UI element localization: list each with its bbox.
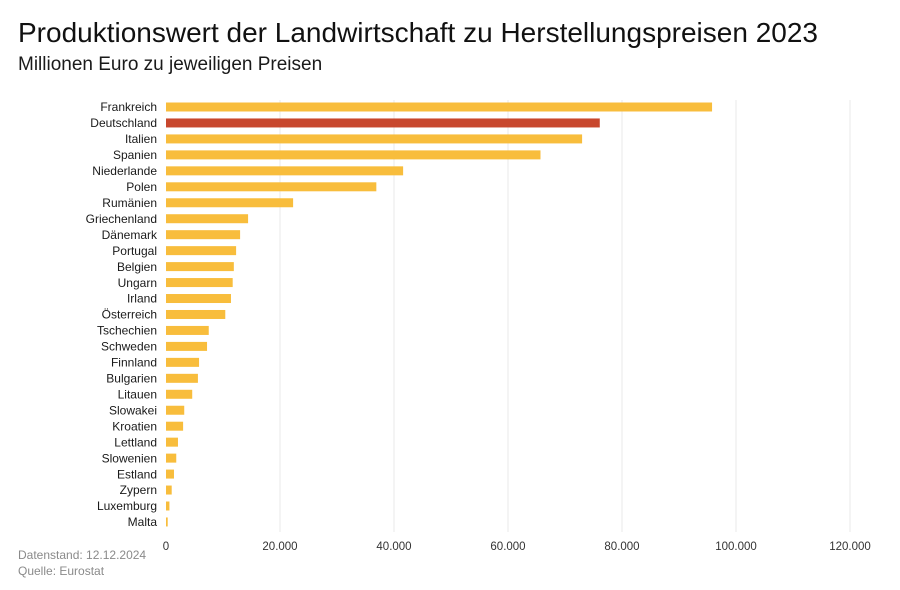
bar-deutschland (166, 118, 600, 128)
category-label-belgien: Belgien (117, 260, 157, 274)
category-label-slowakei: Slowakei (109, 403, 157, 417)
x-tick-label: 40.000 (376, 541, 411, 553)
bar-kroatien (166, 421, 184, 431)
bar-polen (166, 182, 377, 192)
bar-finnland (166, 357, 200, 367)
category-label-finnland: Finnland (111, 356, 157, 370)
y-axis-categories: Frankreich Deutschland Italien Spanien Niede… (86, 100, 158, 529)
category-label-slowenien: Slowenien (102, 451, 157, 465)
bar-portugal (166, 246, 237, 256)
bar-tschechien (166, 325, 209, 335)
category-label-zypern: Zypern (120, 483, 157, 497)
chart-title: Produktionswert der Landwirtschaft zu He… (18, 17, 818, 48)
category-label-lettland: Lettland (114, 435, 157, 449)
bar-luxemburg (166, 501, 170, 511)
bar-slowakei (166, 405, 185, 415)
bar-slowenien (166, 453, 177, 463)
category-label-bulgarien: Bulgarien (106, 372, 157, 386)
category-label-litauen: Litauen (118, 387, 157, 401)
bar-bulgarien (166, 373, 198, 383)
x-tick-label: 100.000 (715, 541, 757, 553)
category-label-daenemark: Dänemark (102, 228, 158, 242)
category-label-ungarn: Ungarn (118, 276, 157, 290)
x-tick-label: 20.000 (262, 541, 297, 553)
bar-frankreich (166, 102, 713, 112)
category-label-kroatien: Kroatien (112, 419, 157, 433)
category-label-spanien: Spanien (113, 148, 157, 162)
bar-irland (166, 294, 231, 304)
x-axis-ticks: 0 20.000 40.000 60.000 80.000 100.000 120.000 (163, 541, 871, 553)
category-label-estland: Estland (117, 467, 157, 481)
category-label-luxemburg: Luxemburg (97, 499, 157, 513)
category-label-schweden: Schweden (101, 340, 157, 354)
category-label-portugal: Portugal (112, 244, 157, 258)
bar-belgien (166, 262, 234, 272)
bar-lettland (166, 437, 178, 447)
chart-footer: Datenstand: 12.12.2024 Quelle: Eurostat (18, 547, 146, 579)
x-tick-label: 80.000 (604, 541, 639, 553)
category-label-irland: Irland (127, 292, 157, 306)
category-label-oesterreich: Österreich (102, 308, 157, 322)
chart-subtitle: Millionen Euro zu jeweiligen Preisen (18, 54, 323, 75)
bar-estland (166, 469, 174, 479)
category-label-malta: Malta (128, 515, 158, 529)
category-label-polen: Polen (126, 180, 157, 194)
bar-griechenland (166, 214, 249, 224)
data-status-note: Datenstand: 12.12.2024 (18, 548, 147, 562)
x-tick-label: 0 (163, 541, 169, 553)
category-label-tschechien: Tschechien (97, 324, 157, 338)
category-label-niederlande: Niederlande (92, 164, 157, 178)
bar-daenemark (166, 230, 241, 240)
gridlines (279, 100, 851, 532)
bars (166, 102, 713, 527)
bar-spanien (166, 150, 541, 160)
source-note: Quelle: Eurostat (18, 564, 105, 578)
x-tick-label: 60.000 (490, 541, 525, 553)
x-tick-label: 120.000 (829, 541, 871, 553)
category-label-griechenland: Griechenland (86, 212, 157, 226)
category-label-rumaenien: Rumänien (102, 196, 157, 210)
bar-litauen (166, 389, 193, 399)
bar-oesterreich (166, 309, 226, 319)
bar-zypern (166, 485, 172, 495)
category-label-italien: Italien (125, 132, 157, 146)
bar-italien (166, 134, 583, 144)
bar-malta (166, 517, 168, 527)
bar-niederlande (166, 166, 404, 176)
bar-schweden (166, 341, 208, 351)
bar-ungarn (166, 278, 233, 288)
category-label-deutschland: Deutschland (90, 116, 157, 130)
category-label-frankreich: Frankreich (100, 100, 157, 114)
bar-rumaenien (166, 198, 294, 208)
